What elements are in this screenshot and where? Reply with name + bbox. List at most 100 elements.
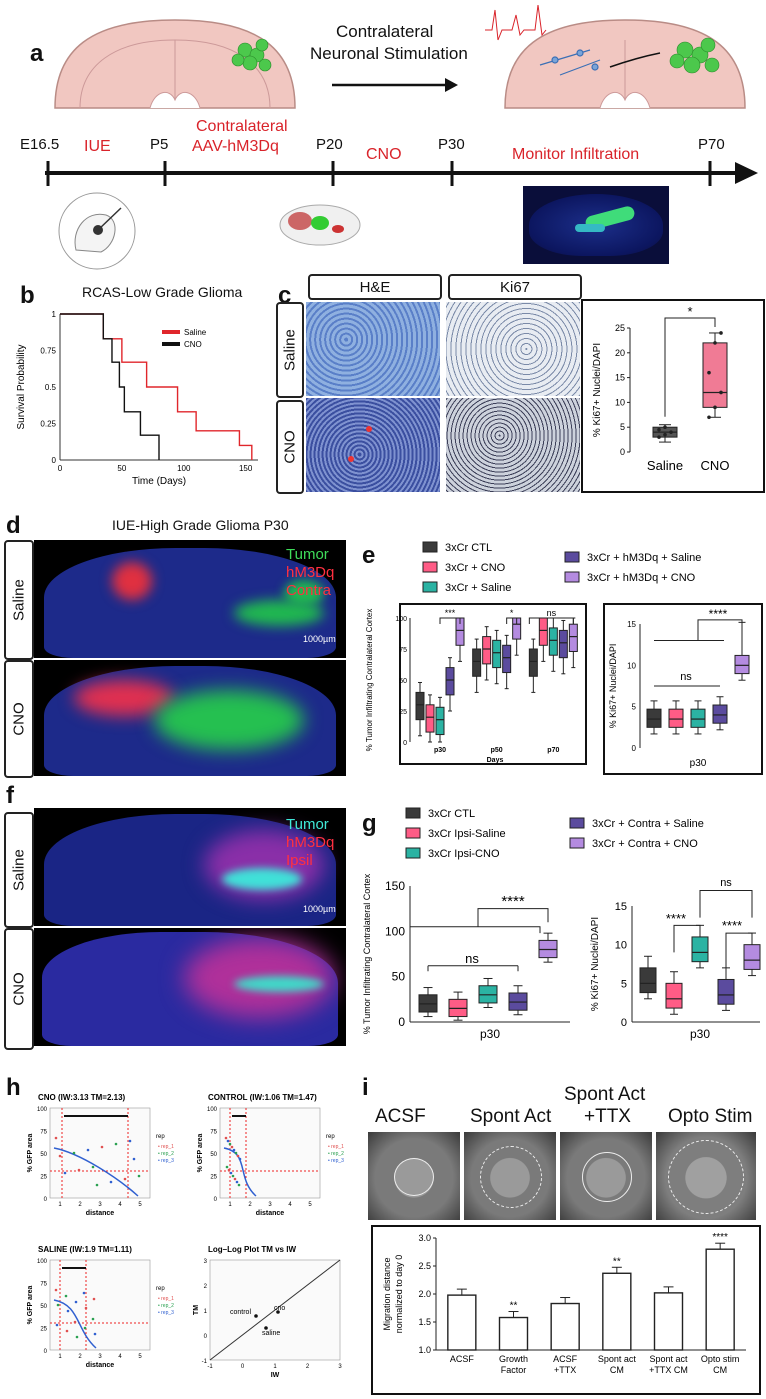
y-tick-label: 0 [621,1017,627,1029]
y-tick-label: 0.25 [40,420,56,429]
sig-label: **** [722,918,742,933]
data-point [123,1177,127,1181]
i-spont-image [464,1132,556,1220]
box [712,704,728,724]
legend-item: • rep_2 [158,1303,174,1309]
data-point [228,1142,232,1146]
data-point [77,1168,81,1172]
y-tick-label: 0 [204,1334,208,1340]
y-tick-label: 25 [40,1327,47,1333]
y-tick-label: 50 [40,1304,47,1310]
bar [447,1294,477,1351]
legend-swatch [405,807,421,819]
data-point [232,1148,236,1152]
data-point [663,425,667,429]
sig-label: ns [465,951,479,966]
y-tick-label: 0 [632,744,637,753]
data-point [234,1151,238,1155]
x-tick-label-2: Factor [501,1365,527,1375]
data-point [58,1154,62,1158]
panel-d-title: IUE-High Grade Glioma P30 [112,517,289,533]
x-tick-label-2: +TTX CM [649,1365,688,1375]
ki67-cno-image [446,398,580,492]
x-tick-label: ACSF [553,1354,578,1364]
y-tick-label: 3.0 [418,1233,431,1243]
legend-title: rep [156,1134,165,1140]
bar [550,1302,580,1351]
i-opto-image [656,1132,756,1220]
d-legend-contra: Contra [286,582,332,599]
y-tick-label: 25 [40,1175,47,1181]
brain-schematic-right [485,5,746,109]
plot-title: Log–Log Plot TM vs IW [208,1245,296,1254]
data-point [254,1314,258,1318]
panel-b-title: RCAS-Low Grade Glioma [82,284,243,300]
y-tick-label: 15 [615,901,627,913]
data-point [225,1165,229,1169]
y-tick-label: 15 [615,373,625,383]
iue-injection-illustration [58,192,136,270]
box [734,654,750,675]
bar [705,1248,735,1351]
data-point [84,1306,88,1310]
sig-bracket [439,617,461,624]
y-tick-label: 2.0 [418,1289,431,1299]
panel-frame [581,299,765,493]
legend-swatch [405,847,421,859]
sig-bracket [427,965,519,972]
legend-label: 3xCr CTL [445,542,492,554]
row-label-saline-f: Saline [4,812,34,928]
legend-item: • rep_1 [158,1296,174,1302]
chart-e-left: 0 25 50 75 100 % Tumor Infiltrating Contralat… [365,603,587,765]
box [558,629,568,659]
legend-swatch [569,837,585,849]
d-saline-image [34,540,346,658]
box [425,704,435,733]
point-label: saline [262,1330,280,1337]
panel-label-d: d [6,512,21,539]
data-point [132,1157,136,1161]
legend-label: 3xCr + Contra + CNO [592,838,698,850]
x-tick-label: 2 [306,1364,310,1370]
point-label: cno [274,1305,285,1312]
box [702,342,728,408]
x-tick-label: 50 [117,464,126,473]
x-tick-label-2: +TTX [554,1365,576,1375]
panel-label-e: e [362,542,376,569]
x-tick-label: Spont act [649,1354,688,1364]
y-tick-label: 0 [403,740,407,747]
data-point [75,1335,79,1339]
f-legend-hm3dq: hM3Dq [286,834,335,851]
box [528,648,538,677]
stimulation-title-line1: Contralateral [336,22,434,41]
identity-line [209,1259,341,1361]
bar [498,1316,529,1351]
data-point [100,1145,104,1149]
data-point [64,1294,68,1298]
x-tick-label: 2 [248,1202,252,1208]
box [690,708,706,728]
box [639,967,657,994]
data-point [91,1317,95,1321]
sig-label: *** [445,608,456,618]
data-point [93,1332,97,1336]
data-point [719,331,723,335]
x-tick-label: 5 [138,1202,142,1208]
data-point [719,390,723,395]
box [717,978,735,1005]
y-tick-label: 1 [52,310,57,319]
y-axis-label: % Tumor Infiltrating Contralateral Corte… [362,873,372,1034]
data-point [92,1297,96,1301]
legend-item: • rep_2 [158,1151,174,1157]
x-tick-label: 2 [78,1202,82,1208]
box [472,648,482,677]
x-tick-label: p30 [434,747,446,754]
row-label-cno-d: CNO [4,660,34,778]
legend-swatch [422,581,438,593]
data-point [229,1171,233,1175]
x-tick-label: p30 [690,758,707,769]
data-point [707,370,711,375]
i-title-spont-ttx-2: +TTX [584,1106,631,1127]
data-point [83,1326,87,1330]
legend-label: 3xCr + Saline [445,582,511,594]
